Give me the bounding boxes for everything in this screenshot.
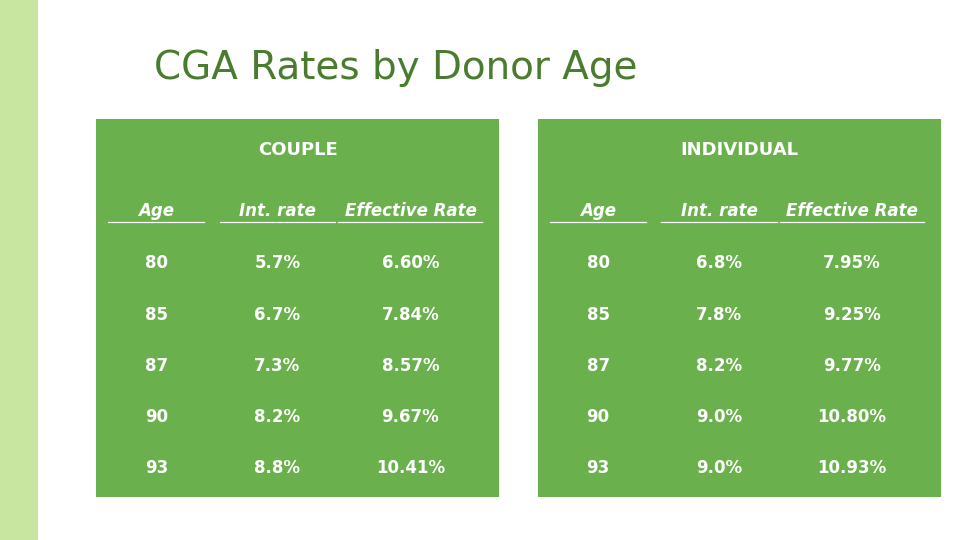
Text: 9.67%: 9.67% — [382, 408, 440, 426]
Text: 93: 93 — [145, 460, 168, 477]
Text: 6.7%: 6.7% — [254, 306, 300, 323]
FancyBboxPatch shape — [96, 119, 499, 497]
Text: CGA Rates by Donor Age: CGA Rates by Donor Age — [154, 49, 637, 86]
Text: COUPLE: COUPLE — [257, 141, 338, 159]
Text: 6.60%: 6.60% — [382, 254, 440, 272]
Text: 8.57%: 8.57% — [382, 357, 440, 375]
Text: 7.8%: 7.8% — [696, 306, 742, 323]
Text: Age: Age — [580, 201, 616, 220]
Text: Age: Age — [138, 201, 175, 220]
Text: 10.41%: 10.41% — [376, 460, 445, 477]
Text: Int. rate: Int. rate — [681, 201, 757, 220]
Text: 10.93%: 10.93% — [818, 460, 887, 477]
Text: INDIVIDUAL: INDIVIDUAL — [681, 141, 798, 159]
Text: 10.80%: 10.80% — [818, 408, 887, 426]
Text: 5.7%: 5.7% — [254, 254, 300, 272]
Text: 6.8%: 6.8% — [696, 254, 742, 272]
Text: 90: 90 — [145, 408, 168, 426]
Text: 93: 93 — [587, 460, 610, 477]
Text: 7.84%: 7.84% — [382, 306, 440, 323]
Text: Effective Rate: Effective Rate — [345, 201, 476, 220]
FancyBboxPatch shape — [538, 119, 941, 497]
Text: 85: 85 — [587, 306, 610, 323]
Text: 85: 85 — [145, 306, 168, 323]
Text: 80: 80 — [145, 254, 168, 272]
Text: 7.3%: 7.3% — [254, 357, 300, 375]
Text: 9.0%: 9.0% — [696, 408, 742, 426]
Text: 9.77%: 9.77% — [823, 357, 881, 375]
Text: Effective Rate: Effective Rate — [786, 201, 918, 220]
Text: 9.25%: 9.25% — [824, 306, 881, 323]
Text: 87: 87 — [145, 357, 168, 375]
Text: 8.2%: 8.2% — [254, 408, 300, 426]
Text: 87: 87 — [587, 357, 610, 375]
Text: 80: 80 — [587, 254, 610, 272]
Text: 9.0%: 9.0% — [696, 460, 742, 477]
Text: 7.95%: 7.95% — [824, 254, 881, 272]
Text: 90: 90 — [587, 408, 610, 426]
FancyBboxPatch shape — [0, 0, 38, 540]
Text: 8.8%: 8.8% — [254, 460, 300, 477]
Text: 8.2%: 8.2% — [696, 357, 742, 375]
Text: Int. rate: Int. rate — [239, 201, 316, 220]
